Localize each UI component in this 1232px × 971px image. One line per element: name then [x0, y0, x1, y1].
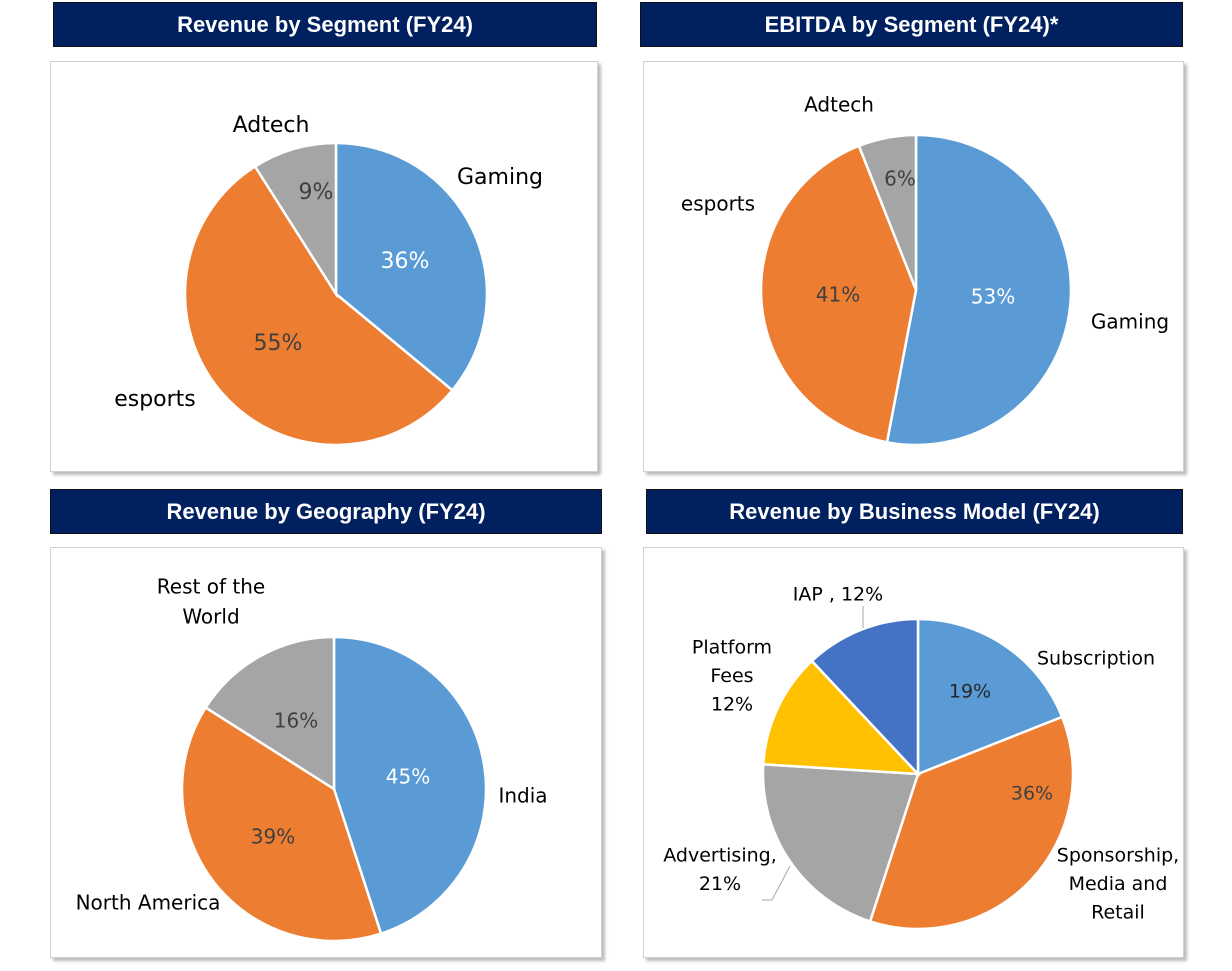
- category-label-esports: esports: [681, 192, 755, 216]
- category-label-esports: esports: [114, 387, 196, 412]
- value-label-north-america: 39%: [251, 825, 295, 849]
- pie-slice-rest-of-the-world: [203, 635, 336, 792]
- category-label-platform-fees: 12%: [711, 694, 753, 716]
- pie-slice-north-america: [180, 705, 383, 943]
- leader-line: [762, 865, 791, 901]
- value-label-rest-of-the-world: 16%: [274, 709, 318, 733]
- chart-title-ebitda-segment: EBITDA by Segment (FY24)*: [640, 2, 1183, 47]
- pie-slice-iap: [810, 617, 920, 778]
- pie-slice-india: [332, 635, 488, 936]
- category-label-rest-of-the-world: Rest of the: [157, 575, 265, 599]
- pie-slice-esports: [183, 164, 455, 447]
- category-label-gaming: Gaming: [1091, 310, 1169, 334]
- category-label-sponsorship-media-and-retail: Retail: [1091, 902, 1145, 924]
- chart-title-revenue-segment: Revenue by Segment (FY24): [53, 2, 597, 47]
- category-label-platform-fees: Fees: [710, 665, 753, 687]
- pie-slice-esports: [759, 144, 918, 444]
- category-label-india: India: [498, 784, 547, 808]
- pie-slice-adtech: [253, 141, 338, 299]
- pie-slice-platform-fees: [761, 659, 922, 776]
- value-label-esports: 41%: [816, 283, 860, 307]
- value-label-sponsorship-media-and-retail: 36%: [1011, 783, 1053, 805]
- pie-slice-gaming: [885, 133, 1073, 447]
- value-label-subscription: 19%: [949, 681, 991, 703]
- chart-title-revenue-geography: Revenue by Geography (FY24): [50, 489, 602, 534]
- category-label-adtech: Adtech: [233, 113, 310, 138]
- category-label-subscription: Subscription: [1037, 648, 1155, 670]
- category-label-advertising: 21%: [699, 873, 741, 895]
- value-label-adtech: 6%: [884, 167, 916, 191]
- pie-slice-gaming: [334, 141, 489, 393]
- value-label-gaming: 36%: [381, 249, 430, 274]
- pie-slice-sponsorship-media-and-retail: [868, 715, 1075, 931]
- category-label-adtech: Adtech: [804, 93, 874, 117]
- value-label-gaming: 53%: [971, 285, 1015, 309]
- value-label-india: 45%: [386, 765, 430, 789]
- pie-slice-advertising: [761, 762, 920, 923]
- category-label-sponsorship-media-and-retail: Sponsorship,: [1057, 845, 1179, 867]
- value-label-adtech: 9%: [299, 180, 334, 205]
- category-label-sponsorship-media-and-retail: Media and: [1069, 873, 1168, 895]
- chart-title-revenue-business-model: Revenue by Business Model (FY24): [646, 489, 1183, 534]
- category-label-iap: IAP , 12%: [793, 584, 883, 606]
- category-label-gaming: Gaming: [457, 165, 543, 190]
- category-label-advertising: Advertising,: [663, 845, 777, 867]
- category-label-north-america: North America: [76, 891, 221, 915]
- category-label-rest-of-the-world: World: [182, 605, 239, 629]
- pie-slice-subscription: [916, 617, 1064, 776]
- category-label-platform-fees: Platform: [692, 637, 772, 659]
- value-label-esports: 55%: [254, 331, 303, 356]
- pie-slice-adtech: [857, 133, 918, 291]
